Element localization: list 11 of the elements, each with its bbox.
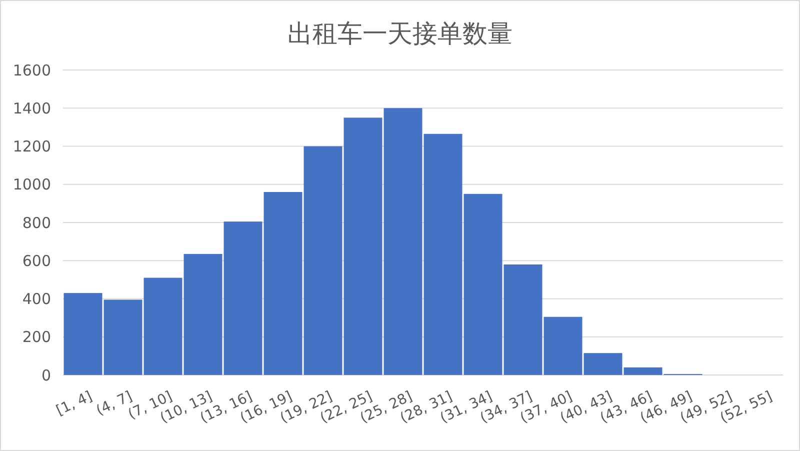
y-tick-label: 1400	[12, 99, 51, 118]
y-tick-label: 200	[22, 328, 51, 346]
y-tick-label: 1200	[12, 138, 51, 156]
y-tick-label: 1600	[12, 61, 51, 80]
x-tick-label: [1, 4]	[54, 388, 95, 419]
y-tick-label: 1000	[12, 176, 51, 194]
y-tick-label: 600	[22, 252, 51, 270]
y-tick-label: 0	[41, 366, 51, 384]
chart-title: 出租车一天接单数量	[288, 19, 512, 48]
y-tick-label: 800	[22, 214, 51, 232]
y-tick-label: 400	[22, 290, 51, 308]
